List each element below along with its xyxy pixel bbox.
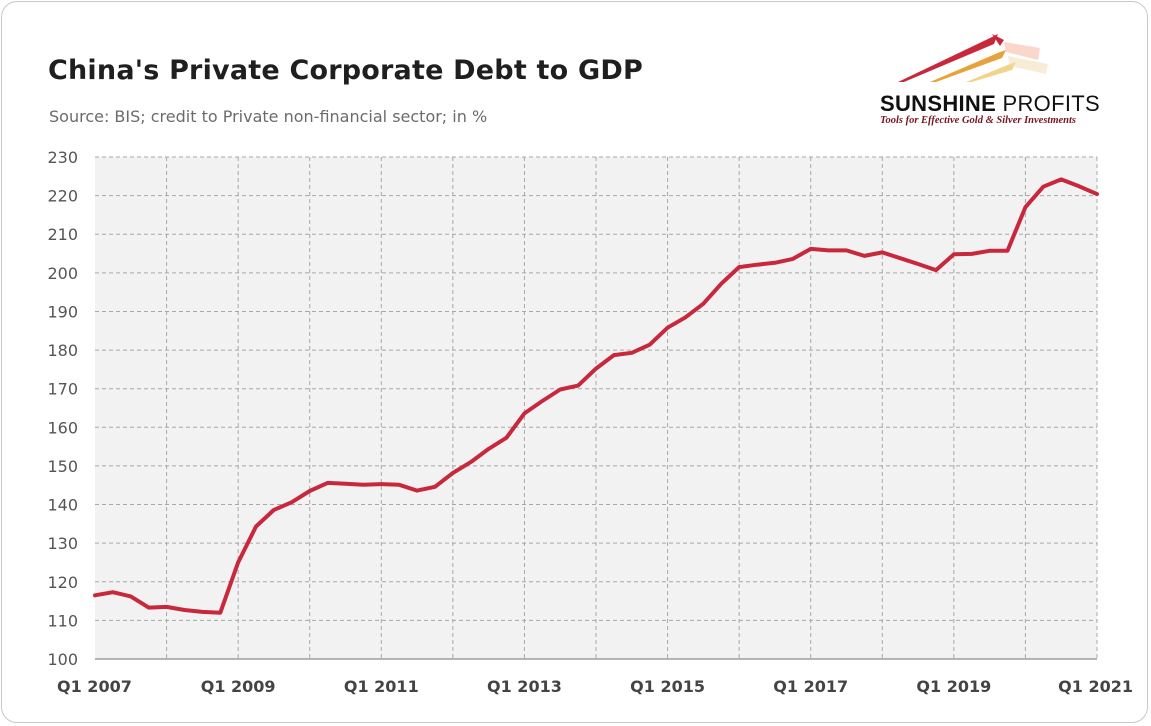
y-tick-label: 140 (47, 496, 78, 515)
logo-name: SUNSHINE PROFITS (880, 91, 1100, 117)
gridlines (95, 156, 1098, 660)
x-tick-label: Q1 2011 (344, 677, 419, 696)
logo-name-bold: SUNSHINE (880, 91, 997, 116)
logo-name-thin: PROFITS (996, 91, 1100, 116)
x-tick-label: Q1 2019 (916, 677, 991, 696)
chart-title: China's Private Corporate Debt to GDP (48, 55, 643, 86)
x-tick-label: Q1 2009 (201, 677, 276, 696)
logo-tagline: Tools for Effective Gold & Silver Invest… (880, 115, 1076, 126)
x-axis-ticks: Q1 2007 Q1 2009 Q1 2011 Q1 2013 Q1 2015 Q1 20… (57, 677, 1133, 696)
y-tick-label: 160 (47, 418, 78, 437)
y-tick-label: 170 (47, 380, 78, 399)
y-tick-label: 190 (47, 302, 78, 321)
plot-area (95, 157, 1097, 659)
y-tick-label: 180 (47, 341, 78, 360)
x-tick-label: Q1 2017 (773, 677, 848, 696)
chart-subtitle: Source: BIS; credit to Private non-finan… (49, 107, 488, 126)
y-axis-ticks: 100 110 120 130 140 150 160 170 180 190 200 210 220 2… (47, 148, 78, 669)
sunshine-profits-logo-icon (898, 34, 1048, 82)
y-tick-label: 230 (47, 148, 78, 167)
x-tick-label: Q1 2013 (487, 677, 562, 696)
x-tick-label: Q1 2015 (630, 677, 705, 696)
y-tick-label: 150 (47, 457, 78, 476)
series-layer (93, 177, 1099, 615)
x-tick-label: Q1 2021 (1058, 677, 1133, 696)
y-tick-label: 110 (47, 611, 78, 630)
series-line (93, 177, 1099, 615)
y-tick-label: 100 (47, 650, 78, 669)
y-tick-label: 210 (47, 225, 78, 244)
x-tick-label: Q1 2007 (57, 677, 132, 696)
y-tick-label: 120 (47, 573, 78, 592)
y-tick-label: 200 (47, 264, 78, 283)
y-tick-label: 130 (47, 534, 78, 553)
y-tick-label: 220 (47, 187, 78, 206)
